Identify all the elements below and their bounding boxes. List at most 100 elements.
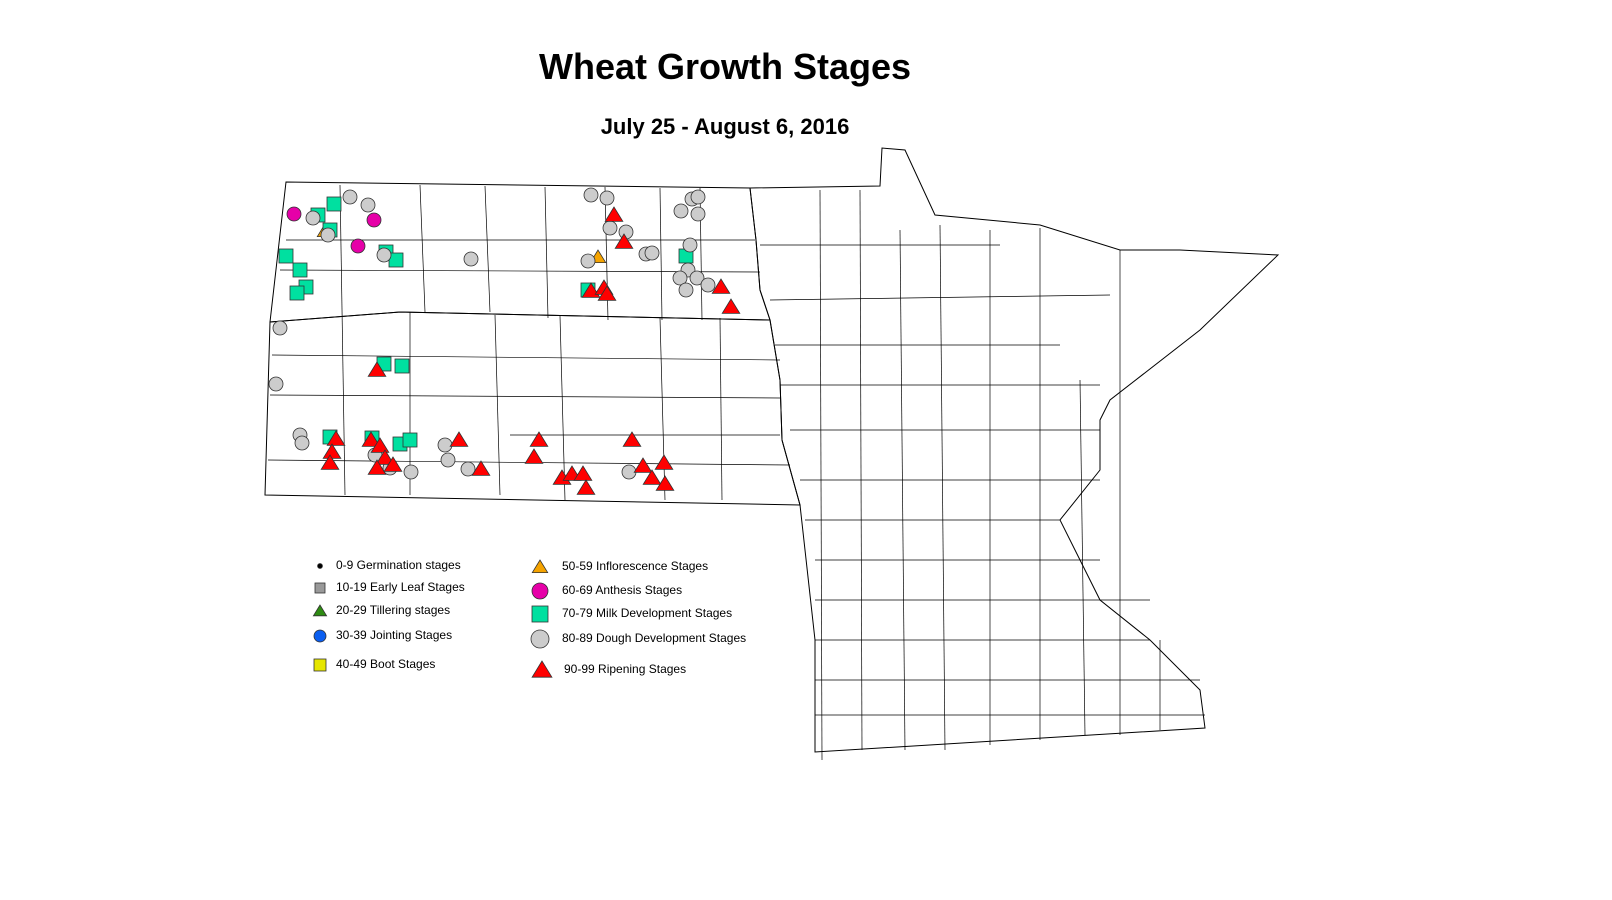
marker-dough-development-stages xyxy=(689,270,705,286)
marker-ripening-stages xyxy=(711,278,731,294)
marker-ripening-stages xyxy=(614,233,634,249)
marker-ripening-stages xyxy=(597,285,617,301)
legend-label: 10-19 Early Leaf Stages xyxy=(336,580,465,594)
county-line xyxy=(339,184,346,496)
marker-dough-development-stages xyxy=(376,247,392,263)
marker-dough-development-stages xyxy=(690,206,706,222)
marker-ripening-stages xyxy=(622,431,642,447)
marker-milk-development-stages xyxy=(292,262,308,278)
county-line xyxy=(544,186,549,319)
marker-milk-development-stages xyxy=(402,432,418,448)
marker-dough-development-stages xyxy=(268,376,284,392)
legend-label: 0-9 Germination stages xyxy=(336,558,461,572)
county-line xyxy=(659,317,666,501)
county-line xyxy=(659,187,663,321)
south-dakota-outline xyxy=(264,311,801,506)
minnesota-outline xyxy=(749,147,1280,753)
legend-tillering-stages-icon xyxy=(312,604,328,617)
marker-dough-development-stages xyxy=(460,461,476,477)
legend-germination-stages-icon xyxy=(317,563,323,569)
marker-ripening-stages xyxy=(633,457,653,473)
marker-ripening-stages xyxy=(576,479,596,495)
marker-dough-development-stages xyxy=(602,220,618,236)
marker-ripening-stages xyxy=(654,454,674,470)
county-line xyxy=(484,185,491,313)
marker-dough-development-stages xyxy=(360,197,376,213)
marker-milk-development-stages xyxy=(289,285,305,301)
legend-jointing-stages-icon xyxy=(313,629,327,643)
legend-inflorescence-stages-icon xyxy=(531,559,549,573)
marker-dough-development-stages xyxy=(621,464,637,480)
legend-label: 40-49 Boot Stages xyxy=(336,657,436,671)
county-line xyxy=(899,229,906,751)
marker-dough-development-stages xyxy=(644,245,660,261)
marker-anthesis-stages xyxy=(366,212,382,228)
legend-label: 20-29 Tillering stages xyxy=(336,603,451,617)
map-title: Wheat Growth Stages xyxy=(538,46,912,87)
marker-dough-development-stages xyxy=(403,464,419,480)
marker-dough-development-stages xyxy=(437,437,453,453)
marker-dough-development-stages xyxy=(440,452,456,468)
marker-dough-development-stages xyxy=(673,203,689,219)
marker-dough-development-stages xyxy=(463,251,479,267)
marker-ripening-stages xyxy=(375,449,395,465)
marker-ripening-stages xyxy=(449,431,469,447)
marker-anthesis-stages xyxy=(350,238,366,254)
legend-label: 70-79 Milk Development Stages xyxy=(562,606,733,620)
marker-milk-development-stages xyxy=(394,358,410,374)
county-line xyxy=(1079,379,1086,736)
map-subtitle: July 25 - August 6, 2016 xyxy=(600,114,850,139)
county-line xyxy=(419,184,426,313)
marker-dough-development-stages xyxy=(580,253,596,269)
marker-dough-development-stages xyxy=(305,210,321,226)
legend-label: 90-99 Ripening Stages xyxy=(564,662,687,676)
marker-dough-development-stages xyxy=(294,435,310,451)
marker-ripening-stages xyxy=(322,443,342,459)
county-line xyxy=(769,294,1111,301)
marker-dough-development-stages xyxy=(682,237,698,253)
county-line xyxy=(559,315,566,501)
marker-dough-development-stages xyxy=(672,270,688,286)
marker-dough-development-stages xyxy=(342,189,358,205)
legend-ripening-stages-icon xyxy=(531,660,553,678)
legend-anthesis-stages-icon xyxy=(531,582,549,600)
county-line xyxy=(819,189,823,761)
county-line xyxy=(939,224,946,751)
marker-ripening-stages xyxy=(655,475,675,491)
marker-ripening-stages xyxy=(721,298,741,314)
marker-ripening-stages xyxy=(367,459,387,475)
marker-dough-development-stages xyxy=(583,187,599,203)
legend-milk-development-stages-icon xyxy=(531,605,549,623)
marker-ripening-stages xyxy=(367,361,387,377)
marker-ripening-stages xyxy=(604,206,624,222)
marker-ripening-stages xyxy=(524,448,544,464)
marker-dough-development-stages xyxy=(678,282,694,298)
marker-dough-development-stages xyxy=(272,320,288,336)
marker-ripening-stages xyxy=(370,437,390,453)
marker-ripening-stages xyxy=(642,469,662,485)
legend-label: 60-69 Anthesis Stages xyxy=(562,583,683,597)
county-line xyxy=(719,317,723,501)
marker-ripening-stages xyxy=(326,430,346,446)
marker-dough-development-stages xyxy=(599,190,615,206)
marker-dough-development-stages xyxy=(700,277,716,293)
legend-dough-development-stages-icon xyxy=(530,629,550,649)
legend-label: 80-89 Dough Development Stages xyxy=(562,631,747,645)
marker-ripening-stages xyxy=(573,465,593,481)
marker-ripening-stages xyxy=(471,460,491,476)
county-line xyxy=(494,314,501,496)
county-line xyxy=(859,189,863,751)
marker-milk-development-stages xyxy=(326,196,342,212)
legend-early-leaf-stages-icon xyxy=(314,582,326,594)
legend-label: 50-59 Inflorescence Stages xyxy=(562,559,709,573)
legend-boot-stages-icon xyxy=(313,658,327,672)
marker-ripening-stages xyxy=(361,431,381,447)
marker-dough-development-stages xyxy=(320,227,336,243)
county-line xyxy=(271,354,781,361)
marker-milk-development-stages xyxy=(278,248,294,264)
marker-ripening-stages xyxy=(320,454,340,470)
county-line xyxy=(269,394,781,399)
legend-label: 30-39 Jointing Stages xyxy=(336,628,453,642)
marker-ripening-stages xyxy=(383,456,403,472)
